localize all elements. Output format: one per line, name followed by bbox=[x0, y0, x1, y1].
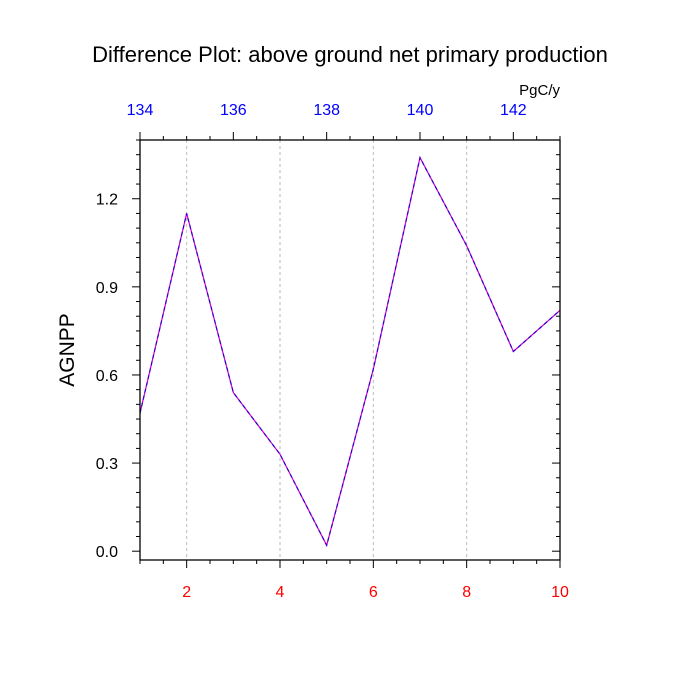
plot-frame bbox=[139, 139, 561, 561]
y-tick-label: 0.6 bbox=[96, 368, 118, 385]
x-tick-label: 2 bbox=[182, 584, 191, 601]
y-tick-label: 1.2 bbox=[96, 192, 118, 209]
top-tick-label: 136 bbox=[220, 102, 247, 119]
y-tick-label: 0.0 bbox=[96, 544, 118, 561]
gridlines bbox=[186, 140, 468, 560]
series-layer bbox=[139, 155, 561, 547]
top-tick-label: 140 bbox=[407, 102, 434, 119]
x-tick-label: 10 bbox=[551, 584, 569, 601]
chart-title: Difference Plot: above ground net primar… bbox=[92, 42, 608, 67]
y-axis-label: AGNPP bbox=[56, 313, 79, 387]
series-line bbox=[139, 155, 561, 547]
x-tick-label: 6 bbox=[369, 584, 378, 601]
top-tick-label: 142 bbox=[500, 102, 527, 119]
series-line-underlay bbox=[139, 155, 561, 547]
y-tick-label: 0.9 bbox=[96, 280, 118, 297]
top-tick-label: 134 bbox=[127, 102, 154, 119]
x-tick-label: 8 bbox=[462, 584, 471, 601]
x-tick-label: 4 bbox=[276, 584, 285, 601]
axes: 2 4 6 8 10 0.0 0.3 0.6 0.9 1.2 134 136 138 140 142 bbox=[96, 102, 569, 601]
y-tick-label: 0.3 bbox=[96, 456, 118, 473]
units-label: PgC/y bbox=[519, 82, 560, 99]
top-tick-label: 138 bbox=[313, 102, 340, 119]
